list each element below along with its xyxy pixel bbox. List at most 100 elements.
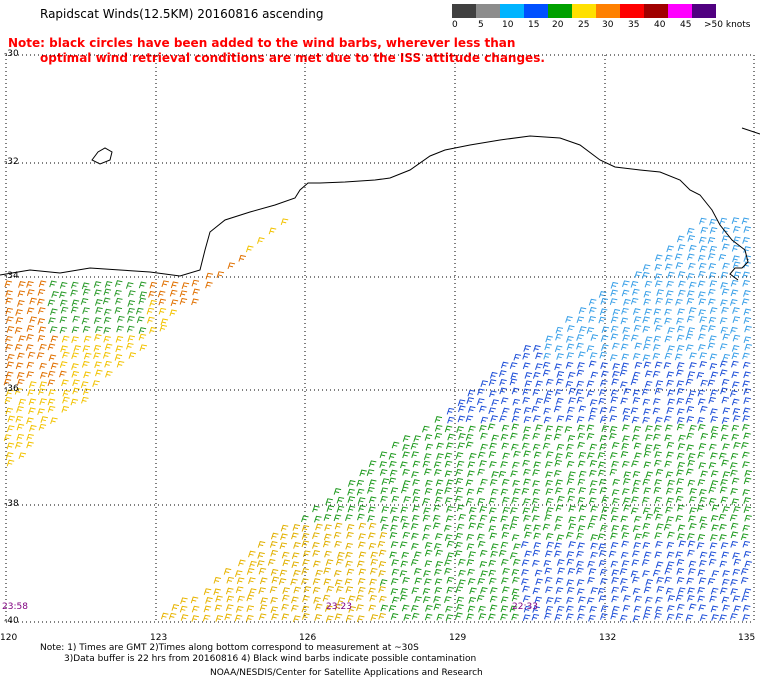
wind-barb [36,352,45,359]
wind-barb [422,588,431,595]
wind-barb [532,372,541,379]
wind-barb [358,505,366,512]
wind-barb [677,504,685,512]
wind-barb [652,407,661,415]
wind-barb [279,542,288,550]
wind-barb [641,271,650,279]
wind-barb [654,532,662,539]
wind-barb [689,424,697,432]
wind-barb [390,588,399,595]
wind-barb [422,497,430,505]
wind-barb [138,333,147,341]
wind-barb [380,604,388,612]
wind-barb [634,452,642,460]
wind-barb [500,461,508,468]
wind-barb [710,452,718,460]
wind-barb [611,442,620,449]
wind-barb [542,442,551,450]
wind-barb [81,317,90,325]
wind-barb [434,424,443,432]
wind-barb [489,595,498,603]
wind-barb [501,577,509,585]
wind-barb [535,352,543,360]
wind-barb [621,532,630,539]
wind-barb [171,604,180,611]
wind-barb [502,567,510,575]
wind-barb [334,522,343,530]
wind-barb [358,568,367,576]
wind-barb [578,405,587,413]
wind-barb [234,614,243,622]
wind-barb [126,342,134,350]
wind-barb [411,587,419,594]
wind-barb [599,351,607,359]
wind-barb [282,587,290,594]
wind-barb [102,297,111,305]
wind-barb [60,306,69,314]
wind-barb [47,370,56,378]
wind-barb [742,237,750,244]
wind-barb [676,577,685,584]
wind-barb [643,290,652,298]
wind-barb [303,586,312,593]
wind-barb [622,478,631,485]
wind-barb [667,345,675,353]
wind-barb [458,405,466,413]
wind-barb [656,576,664,584]
wind-barb [337,551,345,559]
wind-barb [489,479,498,486]
wind-barb [545,597,554,604]
wind-barb [203,605,212,613]
wind-barb [269,541,278,548]
wind-barb [633,316,642,323]
wind-barb [402,480,411,487]
wind-barb [676,478,684,485]
wind-barb [632,308,641,315]
wind-barb [127,335,135,342]
wind-barb [598,461,606,469]
wind-barb [598,595,607,603]
wind-barb [356,604,364,611]
wind-barb [588,568,597,575]
wind-barb [656,586,664,593]
wind-barb [544,514,552,521]
wind-barb [678,289,686,297]
wind-barb [556,415,565,423]
wind-barb [312,505,320,513]
wind-barb [709,227,718,234]
wind-barb [368,522,377,530]
wind-barb [513,353,521,361]
wind-barb [731,381,740,389]
wind-barb [103,335,111,343]
wind-barb [312,586,321,594]
wind-barb [159,324,168,332]
wind-barb [446,479,454,487]
wind-barb [656,523,664,531]
wind-barb [732,261,741,269]
wind-barb [632,389,641,397]
wind-barb [665,506,673,514]
wind-barb [719,614,727,622]
wind-barb [589,480,598,487]
wind-barb [423,507,431,515]
wind-barb [686,406,695,413]
wind-barb [391,559,399,566]
wind-barb [128,290,136,297]
wind-barb [80,381,89,388]
wind-barb [48,389,56,396]
wind-barb [18,281,26,288]
pass-time-label: 23:23 [326,602,352,612]
wind-barb [676,362,685,369]
colorbar-label: 35 [628,20,640,30]
wind-barb [567,567,576,575]
wind-barb [511,423,519,431]
wind-barb [644,308,652,316]
wind-barb [565,316,573,323]
wind-barb [179,297,188,305]
wind-barb [545,471,553,479]
wind-barb [190,596,199,604]
wind-barb [579,326,587,333]
wind-barb [533,451,542,459]
wind-barb [707,288,716,296]
wind-barb [545,461,553,468]
